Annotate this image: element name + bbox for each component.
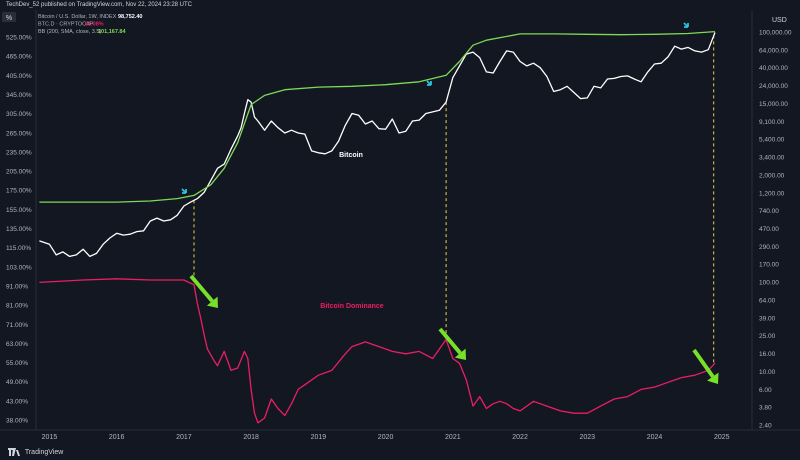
x-axis-tick: 2025 xyxy=(714,434,730,440)
left-axis-tick: 103.00% xyxy=(6,264,32,271)
left-axis-tick: 525.00% xyxy=(6,35,32,42)
legend: Bitcoin / U.S. Dollar, 1W, INDEX 98,752.4… xyxy=(38,14,142,35)
left-axis-tick: 305.00% xyxy=(6,111,32,118)
left-axis-tick: 71.00% xyxy=(6,322,28,329)
right-axis-tick: 3,400.00 xyxy=(759,155,785,162)
btc-price-line xyxy=(39,32,716,258)
left-axis-label-box xyxy=(2,12,16,22)
tradingview-logo-icon xyxy=(8,448,20,457)
cyan-arrow-icon xyxy=(181,188,187,194)
x-axis-tick: 2023 xyxy=(579,434,595,440)
left-axis-tick: 38.00% xyxy=(6,418,28,425)
left-axis-tick: 405.00% xyxy=(6,73,32,80)
down-arrow-icon xyxy=(438,327,462,355)
footer: TradingView xyxy=(0,446,800,460)
left-axis-tick: 91.00% xyxy=(6,283,28,290)
right-axis-tick: 5,400.00 xyxy=(759,137,785,144)
x-axis: 2015 2016 2017 2018 2019 2020 2021 2022 2023 2024… xyxy=(42,434,730,441)
x-axis-tick: 2015 xyxy=(42,434,58,440)
left-axis-tick: 115.00% xyxy=(6,245,31,252)
left-axis-tick: 205.00% xyxy=(6,169,32,176)
x-axis-tick: 2016 xyxy=(109,434,125,440)
arrow-head-icon xyxy=(206,296,218,308)
legend-symbol: BTC.D · CRYPTOCAP xyxy=(38,22,94,28)
right-axis-tick: 170.00 xyxy=(759,262,779,269)
left-axis-tick: 81.00% xyxy=(6,303,28,310)
series-lines xyxy=(39,30,716,424)
publish-header: TechDev_52 published on TradingView.com,… xyxy=(0,0,800,10)
left-axis-tick: 345.00% xyxy=(6,92,32,99)
left-axis-label: % xyxy=(6,15,12,22)
chart-area[interactable]: % 525.00% 465.00% 405.00% 345.00% 305.00% 265.… xyxy=(0,10,800,441)
right-axis-tick: 100,000.00 xyxy=(759,30,792,37)
guide-lines xyxy=(193,35,715,365)
annotation-dominance: Bitcoin Dominance xyxy=(320,303,384,310)
x-axis-tick: 2020 xyxy=(378,434,394,440)
cyan-arrow-icon xyxy=(683,22,689,28)
right-axis-tick: 24,000.00 xyxy=(759,83,788,90)
right-axis-tick: 2,000.00 xyxy=(759,172,785,179)
chart-svg[interactable]: % 525.00% 465.00% 405.00% 345.00% 305.00% 265.… xyxy=(0,10,800,441)
x-axis-tick: 2018 xyxy=(243,434,259,440)
down-arrow-icon xyxy=(189,274,214,303)
arrows xyxy=(181,22,719,384)
chart-background xyxy=(0,10,800,440)
footer-brand: TradingView xyxy=(24,449,64,456)
right-axis-tick: 64,000.00 xyxy=(759,47,788,54)
left-axis-tick: 235.00% xyxy=(6,149,32,156)
x-axis-tick: 2022 xyxy=(512,434,528,440)
right-axis-tick: 3.80 xyxy=(759,405,772,412)
right-axis-label: USD xyxy=(772,17,787,24)
right-axis-tick: 470.00 xyxy=(759,226,779,233)
legend-symbol: BB (200, SMA, close, 3.5) xyxy=(38,29,101,35)
arrow-head-icon xyxy=(707,372,719,384)
left-axis-tick: 465.00% xyxy=(6,54,32,61)
legend-value: 101,167.84 xyxy=(98,29,126,35)
right-axis-tick: 40,000.00 xyxy=(759,65,788,72)
left-axis-tick: 63.00% xyxy=(6,341,28,348)
legend-value: 61.08% xyxy=(85,22,104,28)
right-axis-tick: 2.40 xyxy=(759,423,772,430)
x-axis-tick: 2017 xyxy=(176,434,192,440)
right-axis-tick: 39.00 xyxy=(759,315,776,322)
x-axis-tick: 2021 xyxy=(445,434,461,440)
legend-symbol: Bitcoin / U.S. Dollar, 1W, INDEX xyxy=(38,14,117,20)
arrow-head-icon xyxy=(454,348,466,360)
left-axis-tick: 155.00% xyxy=(6,207,32,214)
x-axis-tick: 2024 xyxy=(647,434,663,440)
right-axis-tick: 290.00 xyxy=(759,244,779,251)
right-axis-tick: 9,100.00 xyxy=(759,119,785,126)
left-axis-tick: 43.00% xyxy=(6,398,28,405)
right-axis-tick: 10.00 xyxy=(759,369,776,376)
left-axis: % 525.00% 465.00% 405.00% 345.00% 305.00% 265.… xyxy=(2,12,32,425)
left-axis-tick: 265.00% xyxy=(6,130,32,137)
right-axis-tick: 6.00 xyxy=(759,387,772,394)
right-axis-tick: 740.00 xyxy=(759,208,779,215)
down-arrow-icon xyxy=(692,348,715,378)
right-axis-tick: 16.00 xyxy=(759,351,776,358)
right-axis: USD 100,000.00 64,000.00 40,000.00 24,000.00… xyxy=(759,17,792,430)
bb-line xyxy=(39,30,716,203)
legend-value: 98,752.40 xyxy=(118,14,142,20)
annotations: Bitcoin Bitcoin Dominance xyxy=(320,152,384,310)
dominance-line xyxy=(39,278,716,424)
cyan-arrow-icon xyxy=(426,80,432,86)
right-axis-tick: 1,200.00 xyxy=(759,190,785,197)
left-axis-tick: 49.00% xyxy=(6,379,28,386)
annotation-bitcoin: Bitcoin xyxy=(339,152,363,159)
right-axis-tick: 64.00 xyxy=(759,297,776,304)
left-axis-tick: 55.00% xyxy=(6,360,28,367)
right-axis-tick: 15,000.00 xyxy=(759,101,788,108)
grid xyxy=(0,10,800,440)
left-axis-tick: 175.00% xyxy=(6,188,32,195)
right-axis-tick: 100.00 xyxy=(759,280,779,287)
right-axis-tick: 25.00 xyxy=(759,333,776,340)
left-axis-tick: 135.00% xyxy=(6,226,32,233)
x-axis-tick: 2019 xyxy=(311,434,327,440)
